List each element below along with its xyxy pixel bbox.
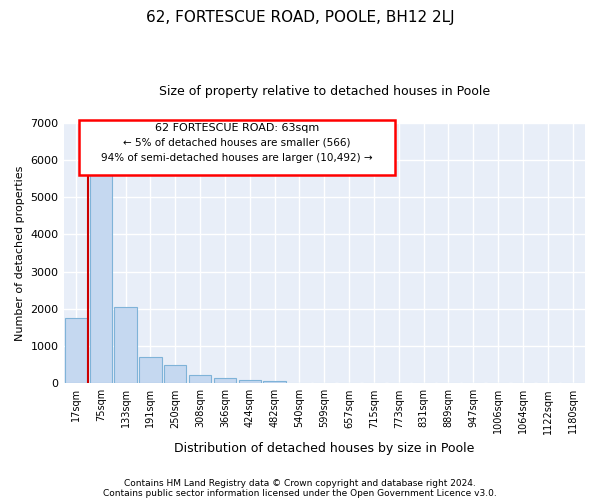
Bar: [214, 378, 236, 384]
Text: Contains HM Land Registry data © Crown copyright and database right 2024.: Contains HM Land Registry data © Crown c…: [124, 478, 476, 488]
FancyBboxPatch shape: [79, 120, 395, 175]
Bar: [115, 307, 137, 384]
Text: 62 FORTESCUE ROAD: 63sqm: 62 FORTESCUE ROAD: 63sqm: [155, 123, 319, 133]
Text: 94% of semi-detached houses are larger (10,492) →: 94% of semi-detached houses are larger (…: [101, 154, 373, 164]
Bar: [263, 382, 286, 384]
Bar: [89, 170, 112, 384]
Bar: [164, 366, 187, 384]
Bar: [65, 318, 87, 384]
Text: Contains public sector information licensed under the Open Government Licence v3: Contains public sector information licen…: [103, 488, 497, 498]
Text: ← 5% of detached houses are smaller (566): ← 5% of detached houses are smaller (566…: [123, 138, 350, 147]
Text: 62, FORTESCUE ROAD, POOLE, BH12 2LJ: 62, FORTESCUE ROAD, POOLE, BH12 2LJ: [146, 10, 454, 25]
Bar: [288, 382, 311, 384]
X-axis label: Distribution of detached houses by size in Poole: Distribution of detached houses by size …: [174, 442, 475, 455]
Bar: [189, 375, 211, 384]
Title: Size of property relative to detached houses in Poole: Size of property relative to detached ho…: [159, 85, 490, 98]
Bar: [239, 380, 261, 384]
Bar: [139, 358, 161, 384]
Y-axis label: Number of detached properties: Number of detached properties: [15, 166, 25, 340]
